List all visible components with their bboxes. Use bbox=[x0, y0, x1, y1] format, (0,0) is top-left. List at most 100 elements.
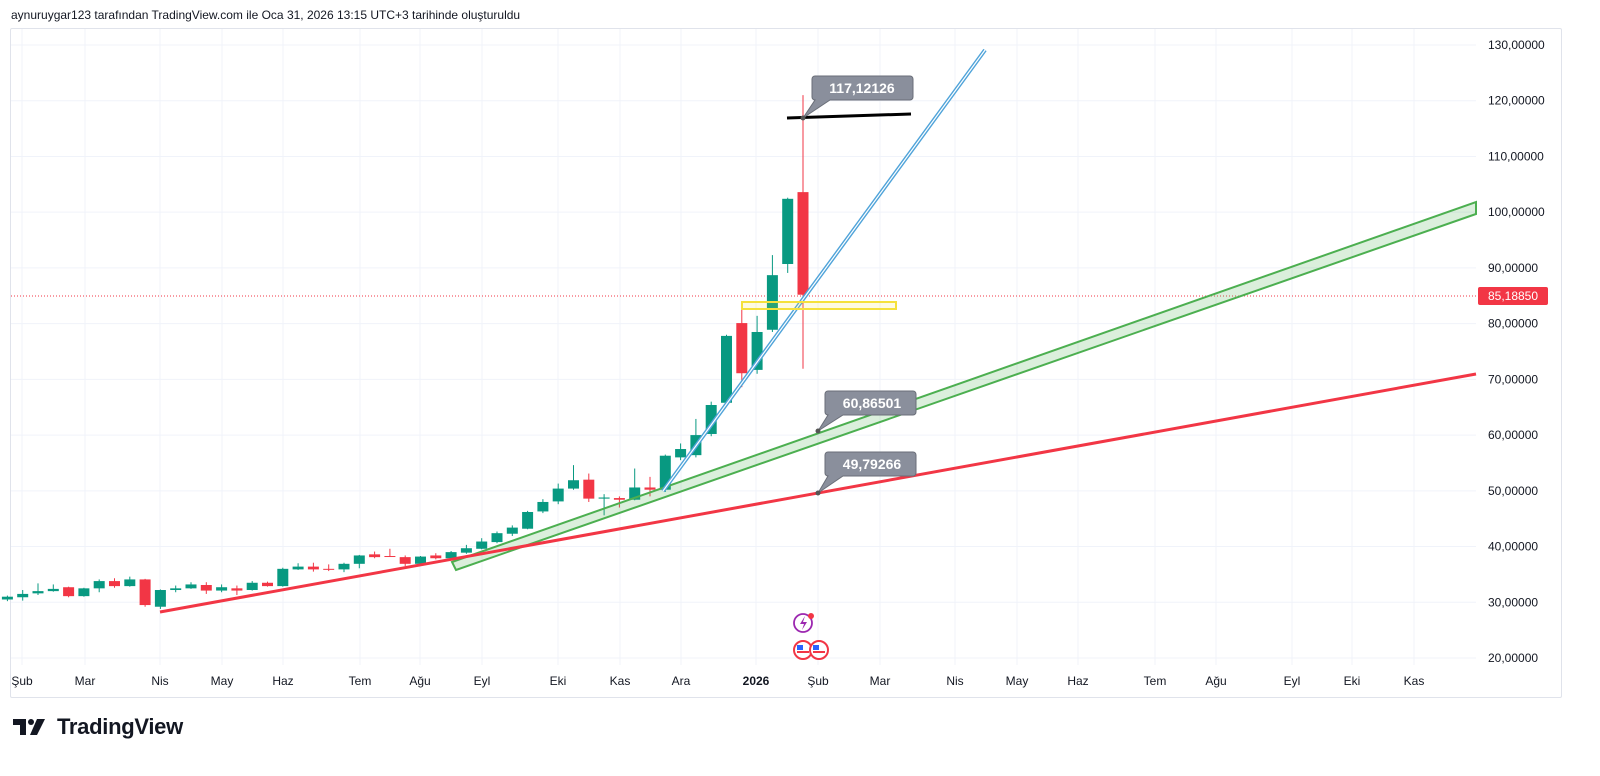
y-tick-label: 90,00000 bbox=[1488, 261, 1538, 275]
us-flag-event-icons[interactable] bbox=[793, 640, 829, 660]
candle-body bbox=[170, 588, 182, 591]
candle[interactable] bbox=[78, 587, 90, 597]
candle-body bbox=[338, 563, 350, 570]
candle-body bbox=[17, 593, 29, 598]
candle-body bbox=[384, 556, 396, 558]
candle[interactable] bbox=[583, 473, 595, 502]
candle[interactable] bbox=[231, 585, 243, 596]
candle-body bbox=[353, 555, 365, 564]
lightning-event-icon[interactable] bbox=[793, 613, 814, 633]
callout-high-text: 117,12126 bbox=[829, 80, 895, 96]
candle[interactable] bbox=[109, 578, 120, 588]
x-tick-label: Şub bbox=[807, 674, 829, 688]
x-tick-label: Ara bbox=[672, 674, 691, 688]
candle[interactable] bbox=[154, 589, 166, 609]
x-tick-label: Eki bbox=[550, 674, 567, 688]
candle-body bbox=[659, 455, 671, 490]
yellow-zone-box bbox=[741, 301, 897, 310]
candle[interactable] bbox=[797, 95, 809, 369]
x-tick-label: May bbox=[211, 674, 234, 688]
x-tick-label: Mar bbox=[75, 674, 96, 688]
x-tick-label: Kas bbox=[1404, 674, 1425, 688]
y-tick-label: 130,00000 bbox=[1488, 38, 1545, 52]
candle[interactable] bbox=[185, 582, 197, 589]
candle-body bbox=[613, 498, 625, 500]
candle[interactable] bbox=[460, 544, 472, 554]
candle-body bbox=[430, 555, 442, 559]
candle[interactable] bbox=[292, 563, 304, 570]
candle-body bbox=[721, 335, 732, 403]
candle[interactable] bbox=[384, 548, 396, 558]
candle[interactable] bbox=[629, 468, 641, 501]
y-tick-label: 40,00000 bbox=[1488, 540, 1538, 554]
y-tick-label: 110,00000 bbox=[1488, 149, 1544, 163]
candle-body bbox=[47, 588, 59, 592]
candle[interactable] bbox=[552, 483, 564, 505]
candle-body bbox=[797, 192, 809, 295]
callout-high[interactable]: 117,12126 bbox=[800, 75, 914, 121]
candle[interactable] bbox=[32, 583, 44, 596]
green-channel bbox=[450, 200, 1477, 572]
candle[interactable] bbox=[93, 579, 105, 593]
candle[interactable] bbox=[353, 554, 365, 569]
black-level-line bbox=[786, 112, 912, 120]
candle[interactable] bbox=[369, 551, 381, 559]
candle[interactable] bbox=[476, 538, 488, 550]
y-tick-label: 20,00000 bbox=[1488, 651, 1538, 665]
tradingview-logo-text: TradingView bbox=[57, 714, 183, 739]
candle[interactable] bbox=[170, 585, 182, 593]
candle[interactable] bbox=[124, 576, 136, 587]
candle[interactable] bbox=[430, 553, 442, 560]
candle-body bbox=[63, 587, 75, 597]
y-tick-label: 50,00000 bbox=[1488, 484, 1538, 498]
candle[interactable] bbox=[17, 590, 29, 601]
candle[interactable] bbox=[506, 525, 518, 536]
candle[interactable] bbox=[598, 494, 610, 516]
callout-channel[interactable]: 60,86501 bbox=[815, 390, 917, 434]
candle-body bbox=[399, 557, 411, 564]
candle[interactable] bbox=[522, 510, 534, 530]
candle[interactable] bbox=[537, 499, 549, 514]
candles bbox=[1, 95, 809, 609]
candle[interactable] bbox=[568, 465, 579, 490]
candle-body bbox=[705, 404, 717, 434]
candle[interactable] bbox=[47, 584, 59, 592]
candle-body bbox=[1, 596, 13, 600]
candle[interactable] bbox=[399, 555, 411, 567]
y-tick-label: 100,00000 bbox=[1488, 205, 1545, 219]
candle[interactable] bbox=[1, 595, 13, 602]
callout-channel-text: 60,86501 bbox=[843, 395, 902, 411]
x-tick-label: Haz bbox=[272, 674, 293, 688]
candle[interactable] bbox=[721, 334, 732, 405]
x-tick-label: Ağu bbox=[1205, 674, 1226, 688]
candle-body bbox=[185, 584, 197, 589]
candle[interactable] bbox=[139, 578, 151, 607]
candle[interactable] bbox=[216, 584, 228, 593]
candle[interactable] bbox=[277, 567, 289, 587]
x-tick-label: Haz bbox=[1067, 674, 1088, 688]
candle[interactable] bbox=[491, 531, 503, 544]
candle-body bbox=[200, 584, 212, 591]
candle[interactable] bbox=[338, 562, 350, 573]
candle[interactable] bbox=[736, 309, 748, 388]
candle[interactable] bbox=[323, 564, 335, 572]
candle[interactable] bbox=[613, 496, 625, 508]
callout-trend[interactable]: 49,79266 bbox=[815, 451, 917, 496]
candle-body bbox=[751, 331, 763, 370]
candle[interactable] bbox=[262, 581, 273, 587]
blue-trend-line-inner bbox=[662, 49, 986, 492]
candle[interactable] bbox=[675, 443, 687, 461]
candle[interactable] bbox=[766, 255, 778, 332]
x-tick-label: Eyl bbox=[1284, 674, 1301, 688]
candle[interactable] bbox=[200, 582, 212, 594]
candle[interactable] bbox=[445, 551, 457, 559]
candle[interactable] bbox=[307, 562, 319, 572]
callout-trend-text: 49,79266 bbox=[843, 456, 902, 472]
candle[interactable] bbox=[782, 197, 794, 273]
candle[interactable] bbox=[705, 401, 717, 437]
candle[interactable] bbox=[63, 586, 75, 598]
tradingview-logo[interactable]: TradingView bbox=[13, 714, 183, 740]
last-price-label: 85,18850 bbox=[1488, 289, 1538, 303]
candle[interactable] bbox=[246, 581, 258, 591]
